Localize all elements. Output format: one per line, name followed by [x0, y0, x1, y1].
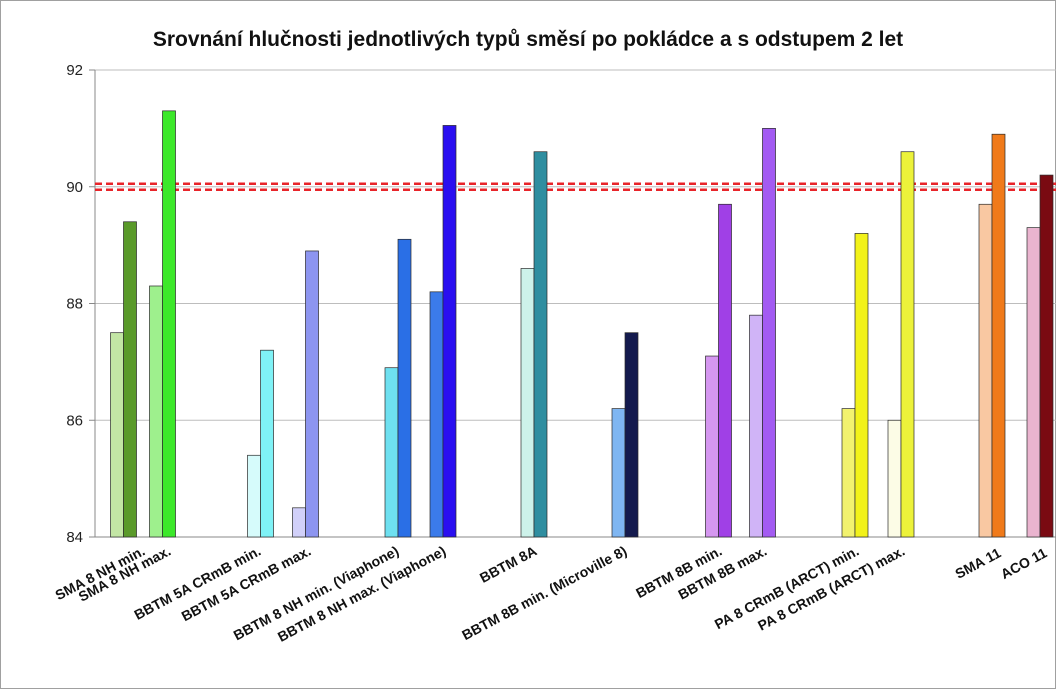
- category-label: ACO 11: [998, 544, 1050, 582]
- bar-second-7: [624, 332, 639, 538]
- bar-second-8: [718, 203, 732, 538]
- bar-second-1: [162, 110, 176, 538]
- y-tick-label: 86: [66, 412, 83, 429]
- bar-first-6: [520, 268, 535, 538]
- bar-first-11: [887, 419, 902, 538]
- chart-title: Srovnání hlučnosti jednotlivých typů smě…: [152, 28, 904, 51]
- category-label: BBTM 8A: [477, 543, 539, 586]
- bar-first-4: [384, 367, 399, 538]
- y-tick-label: 90: [66, 179, 83, 196]
- bar-first-1: [149, 285, 163, 538]
- reference-line-layer: [95, 182, 1056, 191]
- y-tick-label: 88: [66, 296, 83, 313]
- bar-first-7: [611, 408, 626, 538]
- bar-layer: [110, 110, 1054, 538]
- bar-second-11: [900, 151, 915, 538]
- bar-second-6: [533, 151, 548, 538]
- bar-first-12: [978, 203, 993, 538]
- bar-first-9: [749, 314, 763, 538]
- category-label: SMA 11: [952, 544, 1003, 581]
- bar-second-10: [854, 233, 869, 538]
- category-label: BBTM 8B min. (Microville 8): [459, 543, 629, 644]
- bar-second-2: [260, 349, 274, 538]
- bar-second-0: [123, 221, 137, 538]
- bar-second-9: [762, 128, 776, 538]
- bar-second-12: [991, 133, 1006, 538]
- bar-first-5: [429, 291, 444, 538]
- y-tick-label: 92: [66, 62, 83, 79]
- bar-second-5: [442, 125, 457, 538]
- bar-first-2: [247, 454, 261, 538]
- bar-second-13: [1039, 174, 1054, 538]
- bar-first-10: [841, 408, 856, 538]
- bar-second-4: [397, 238, 412, 538]
- y-tick-label: 84: [66, 529, 83, 546]
- bar-second-3: [305, 250, 319, 538]
- bar-first-3: [292, 507, 306, 538]
- bar-first-0: [110, 332, 124, 538]
- bar-first-13: [1026, 227, 1041, 538]
- bar-first-8: [705, 355, 719, 538]
